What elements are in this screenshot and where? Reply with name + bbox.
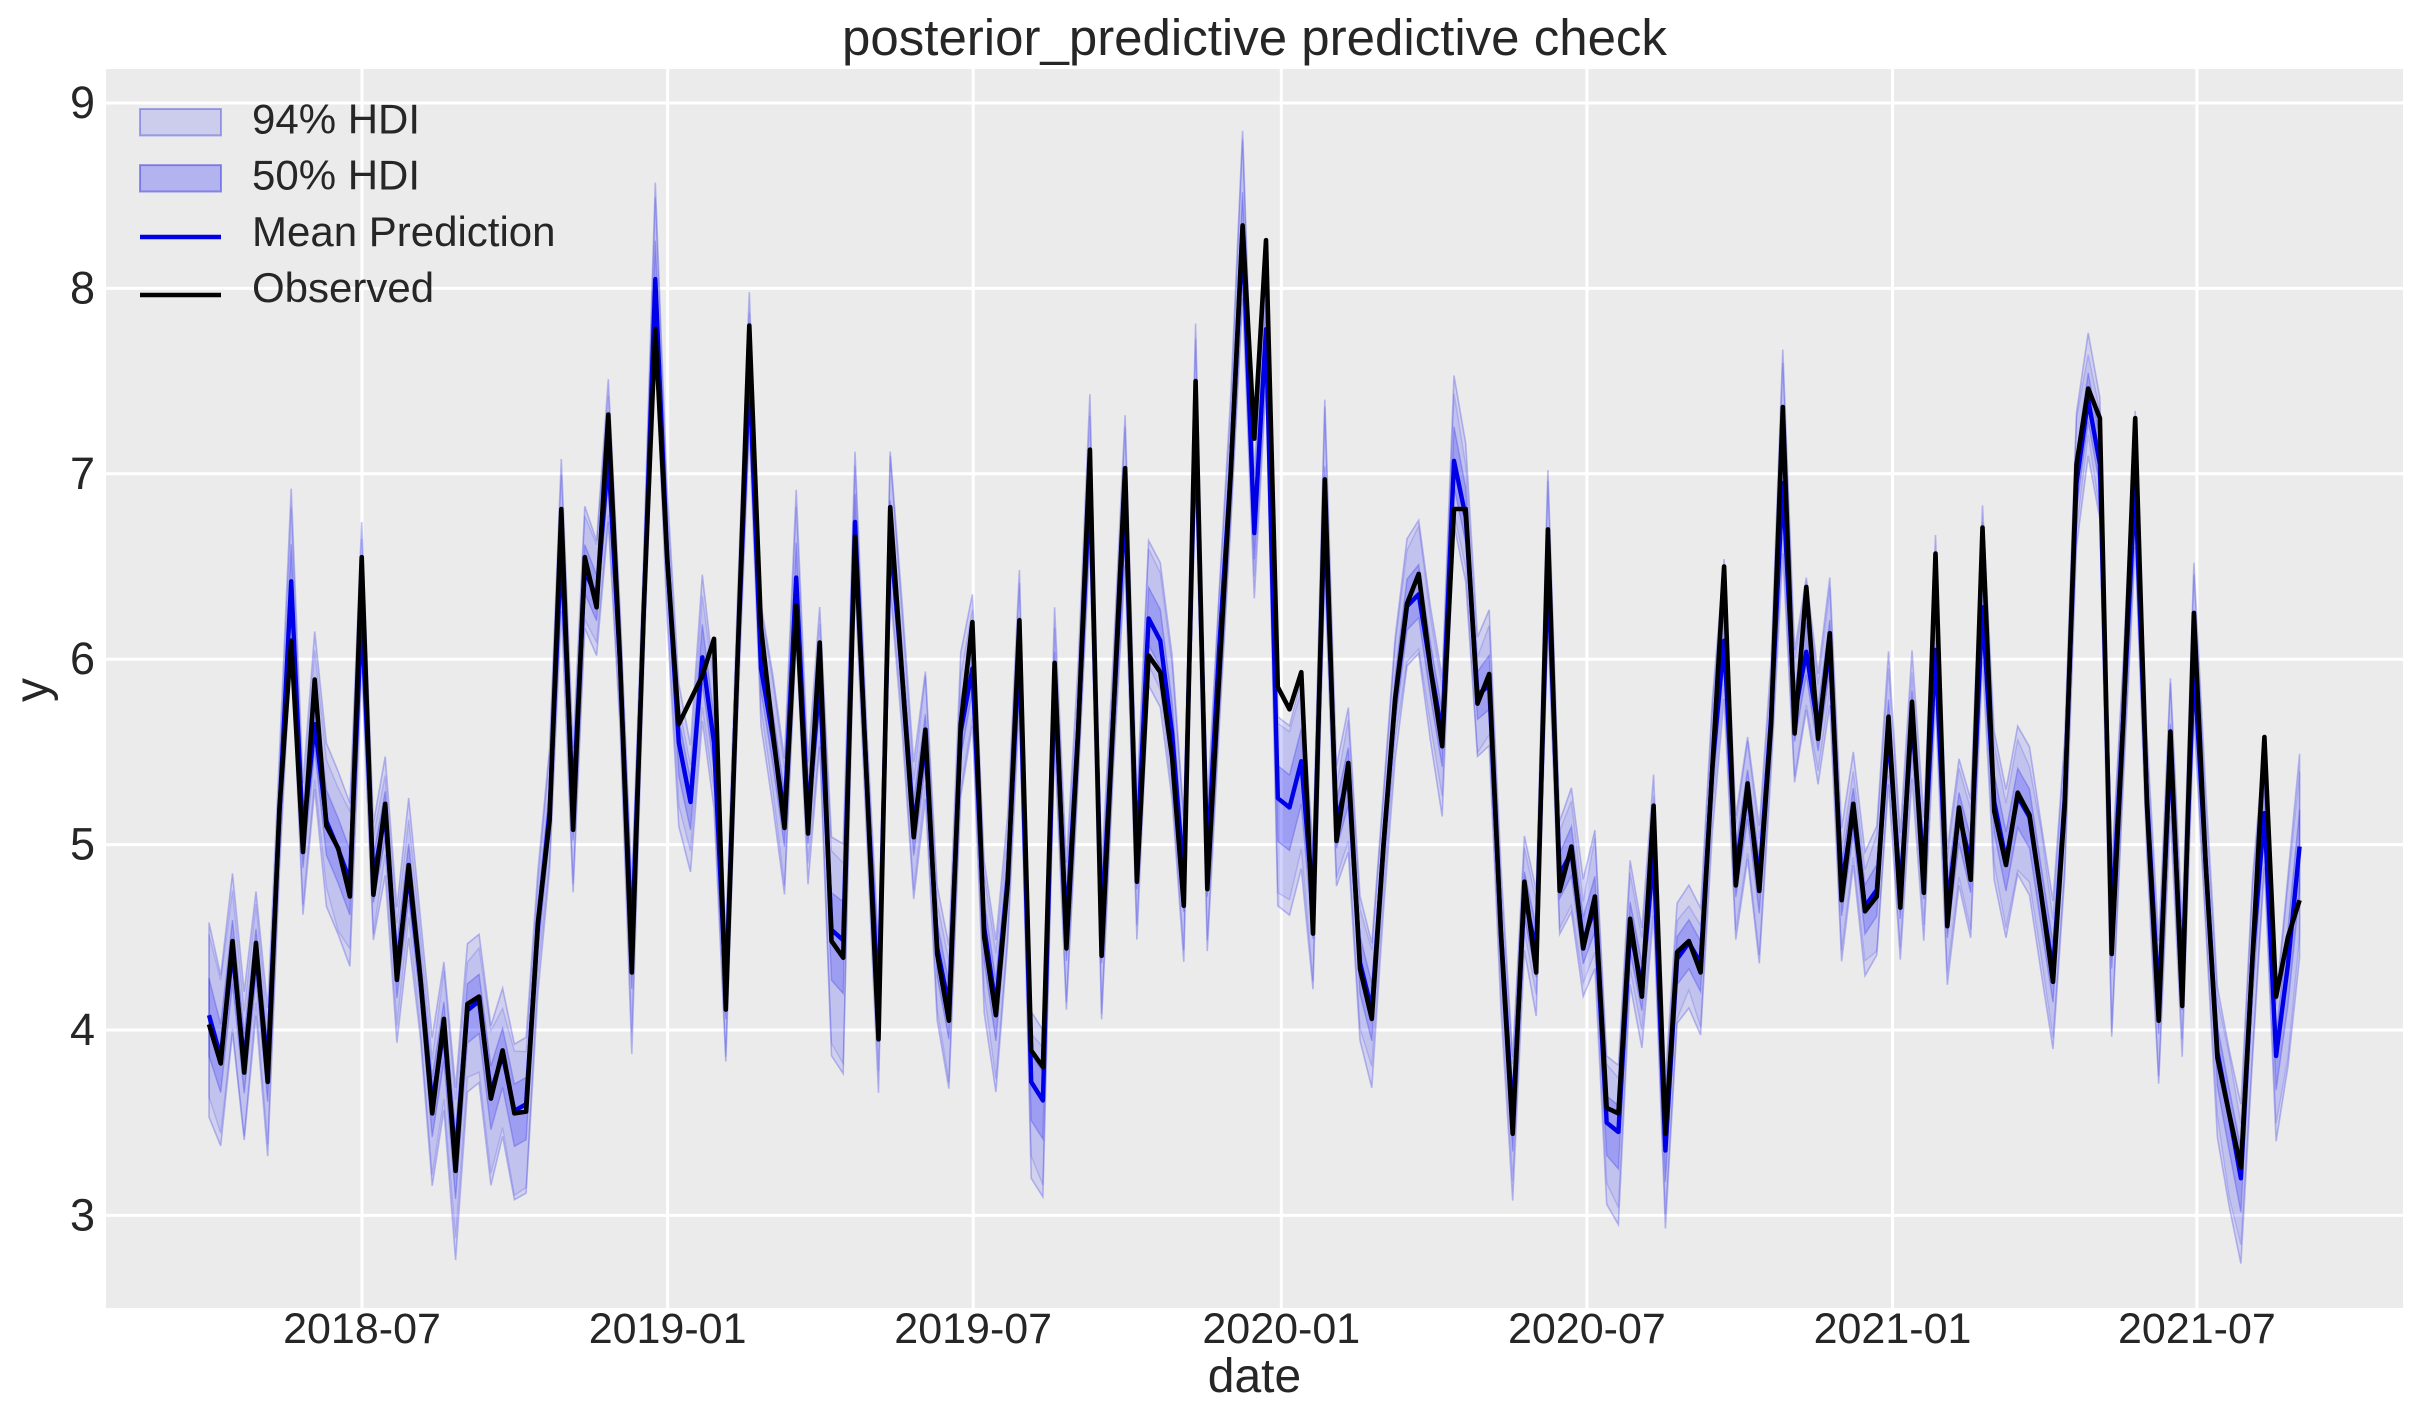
svg-text:2021-01: 2021-01 [1814,1305,1972,1353]
svg-text:2018-07: 2018-07 [283,1305,441,1353]
svg-text:Observed: Observed [252,264,434,311]
svg-text:2019-01: 2019-01 [589,1305,747,1353]
svg-text:6: 6 [70,633,95,684]
svg-text:4: 4 [70,1004,95,1055]
svg-text:7: 7 [70,448,95,499]
svg-text:2021-07: 2021-07 [2118,1305,2276,1353]
svg-text:8: 8 [70,262,95,313]
svg-text:date: date [1208,1350,1301,1403]
svg-text:2020-07: 2020-07 [1508,1305,1666,1353]
svg-text:Mean Prediction: Mean Prediction [252,208,556,255]
svg-text:posterior_predictive predictiv: posterior_predictive predictive check [842,9,1667,66]
svg-text:2020-01: 2020-01 [1202,1305,1360,1353]
svg-text:94% HDI: 94% HDI [252,96,420,143]
svg-text:50% HDI: 50% HDI [252,152,420,199]
svg-text:9: 9 [70,77,95,128]
svg-text:2019-07: 2019-07 [894,1305,1052,1353]
svg-text:3: 3 [70,1189,95,1240]
svg-text:y: y [6,678,59,702]
svg-text:5: 5 [70,819,95,870]
